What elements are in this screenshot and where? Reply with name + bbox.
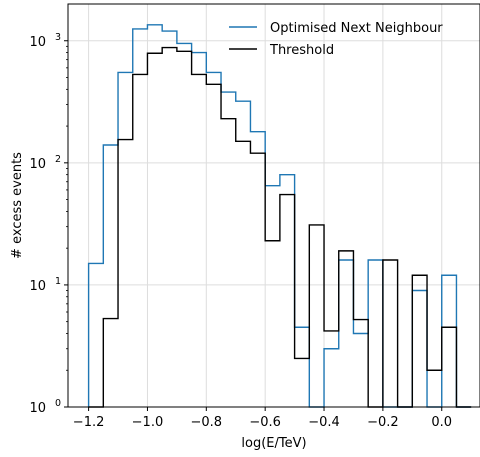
- x-tick-label: −1.2: [73, 415, 105, 430]
- series-line-threshold: [88, 46, 472, 408]
- series-layer: [87, 24, 472, 408]
- x-tick-label: −0.4: [308, 415, 340, 430]
- x-tick-label: −0.8: [191, 415, 223, 430]
- y-tick-exponent: 2: [55, 154, 61, 165]
- x-tick-label: 0.0: [431, 415, 452, 430]
- y-tick-label: 10 2: [29, 154, 61, 172]
- y-tick-exponent: 1: [55, 276, 61, 287]
- y-tick-label: 10 1: [29, 276, 61, 294]
- x-tick-label: −1.0: [132, 415, 164, 430]
- legend-label: Optimised Next Neighbour: [270, 21, 443, 36]
- y-tick-base: 10: [29, 157, 46, 172]
- y-tick-base: 10: [29, 401, 46, 416]
- x-axis: −1.2 −1.0 −0.8 −0.6 −0.4 −0.2 0.0: [73, 407, 452, 430]
- y-tick-label: 10 3: [29, 32, 61, 50]
- y-tick-exponent: 0: [55, 398, 61, 409]
- y-axis-label: # excess events: [10, 152, 25, 259]
- legend-label: Threshold: [269, 43, 334, 58]
- grid-lines: [68, 4, 480, 408]
- plot-frame: [67, 3, 480, 408]
- y-tick-base: 10: [29, 279, 46, 294]
- x-tick-label: −0.6: [249, 415, 281, 430]
- x-tick-label: −0.2: [367, 415, 399, 430]
- y-axis: 10 0 10 1 10 2 10 3: [29, 32, 68, 416]
- y-tick-exponent: 3: [55, 32, 61, 43]
- y-tick-base: 10: [29, 35, 46, 50]
- legend: Optimised Next Neighbour Threshold: [229, 21, 443, 58]
- y-tick-label: 10 0: [29, 398, 61, 416]
- x-axis-label: log(E/TeV): [241, 436, 306, 451]
